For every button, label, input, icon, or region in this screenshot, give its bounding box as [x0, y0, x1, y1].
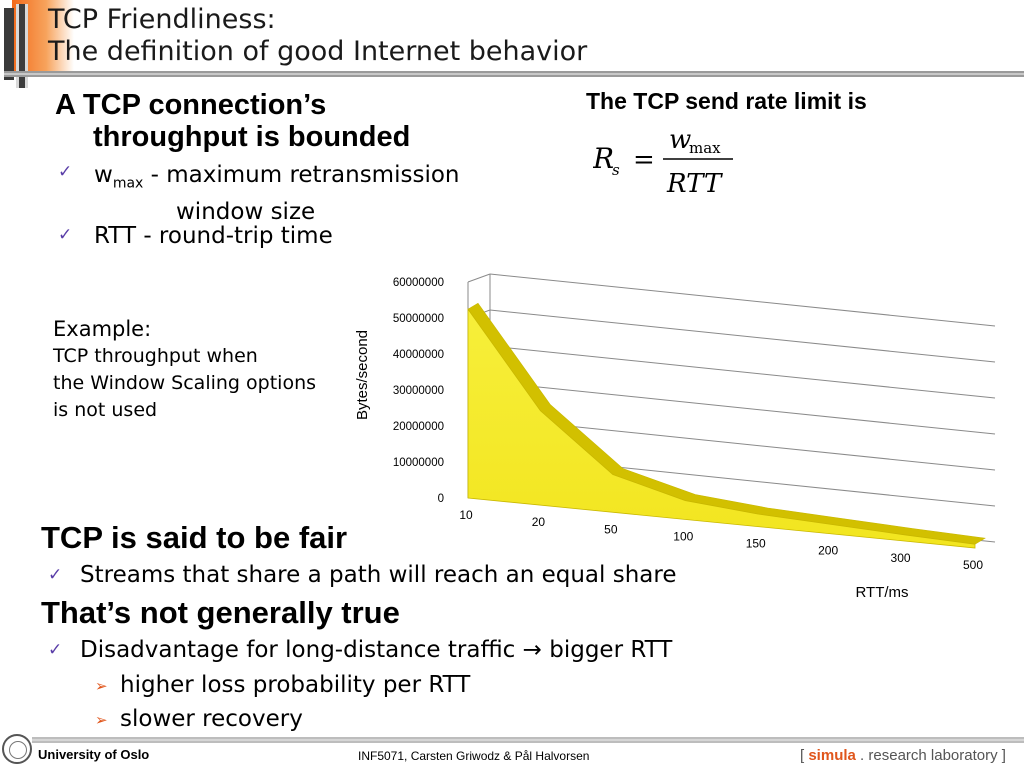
simula-name: simula	[808, 747, 856, 764]
throughput-heading-line1: A TCP connection’s	[55, 89, 327, 121]
y-tick-label: 20000000	[393, 421, 444, 433]
slide-title-line1: TCP Friendliness:	[48, 4, 276, 35]
simula-bracket-close: ]	[1001, 747, 1006, 764]
simula-dot: .	[860, 747, 865, 764]
fair-bullet: Streams that share a path will reach an …	[80, 562, 677, 588]
x-tick-label: 500	[963, 558, 983, 572]
wmax-var: w	[94, 162, 113, 188]
footer-rule-highlight	[32, 739, 1024, 741]
example-line1: TCP throughput when	[53, 345, 258, 367]
formula-numerator: w	[669, 126, 691, 155]
x-tick-label: 10	[459, 508, 473, 522]
fair-heading: TCP is said to be fair	[41, 520, 348, 555]
rate-limit-label: The TCP send rate limit is	[586, 88, 867, 114]
throughput-chart: 0 10000000 20000000 30000000 40000000 5000000…	[354, 273, 996, 601]
formula-lhs-sub: s	[612, 161, 620, 179]
x-axis-title: RTT/ms	[855, 584, 908, 601]
x-tick-label: 150	[746, 537, 766, 551]
check-icon: ✓	[48, 565, 63, 585]
y-tick-label: 10000000	[393, 457, 444, 469]
formula-numerator-sub: max	[689, 139, 721, 157]
gridline-side	[467, 273, 491, 283]
slide-title: TCP Friendliness: The definition of good…	[48, 4, 587, 68]
simula-rest: research laboratory	[868, 747, 998, 764]
x-tick-label: 20	[532, 515, 546, 529]
bullet-wmax: wmax - maximum retransmission window siz…	[94, 161, 524, 226]
slide-title-line2: The definition of good Internet behavior	[48, 36, 588, 67]
header-bar-dark	[4, 8, 14, 80]
rate-formula: R s = w max RTT	[593, 126, 733, 198]
wmax-desc-line2: window size	[176, 198, 316, 225]
example-title: Example:	[53, 317, 152, 341]
course-credit: INF5071, Carsten Griwodz & Pål Halvorsen	[358, 749, 590, 763]
example-line2: the Window Scaling options	[53, 372, 317, 394]
y-tick-label: 40000000	[393, 349, 444, 361]
y-tick-label: 30000000	[393, 385, 444, 397]
triangle-bullet-icon: ➢	[95, 677, 108, 695]
x-tick-label: 50	[604, 522, 618, 536]
x-tick-label: 300	[891, 551, 911, 565]
sub-bullet-loss: higher loss probability per RTT	[120, 672, 471, 698]
area-series	[467, 308, 976, 549]
not-true-bullet-tail: bigger RTT	[549, 637, 673, 663]
y-tick-label: 50000000	[393, 313, 444, 325]
wmax-desc-line1: - maximum retransmission	[143, 162, 460, 188]
simula-logo: [ simula . research laboratory ]	[800, 747, 1006, 764]
example-block: Example: TCP throughput when the Window …	[53, 316, 316, 424]
not-true-bullet: Disadvantage for long-distance traffic →…	[80, 636, 672, 664]
gridline	[489, 381, 996, 435]
formula-lhs: R	[593, 142, 614, 175]
gridline	[489, 273, 996, 327]
uio-seal-icon	[2, 734, 32, 764]
check-icon: ✓	[58, 162, 73, 182]
formula-denominator: RTT	[666, 169, 723, 198]
triangle-bullet-icon: ➢	[95, 711, 108, 729]
check-icon: ✓	[58, 225, 73, 245]
formula-equals: =	[633, 145, 655, 175]
not-true-heading: That’s not generally true	[41, 595, 400, 630]
header-bar-center	[19, 4, 25, 88]
university-name: University of Oslo	[38, 747, 150, 762]
simula-bracket-open: [	[800, 747, 805, 764]
gridline	[489, 345, 996, 399]
wmax-sub: max	[112, 175, 144, 192]
gridline	[489, 309, 996, 363]
y-tick-label: 60000000	[393, 277, 444, 289]
y-axis-title: Bytes/second	[354, 330, 371, 420]
arrow-right-icon: →	[522, 637, 542, 663]
x-tick-label: 200	[818, 544, 838, 558]
sub-bullet-recovery: slower recovery	[120, 706, 303, 732]
example-line3: is not used	[53, 399, 158, 421]
y-tick-label: 0	[438, 493, 444, 505]
check-icon: ✓	[48, 640, 63, 660]
header-rule-highlight	[4, 73, 1024, 75]
not-true-bullet-text: Disadvantage for long-distance traffic	[80, 637, 516, 663]
bullet-rtt: RTT - round-trip time	[94, 223, 333, 249]
x-tick-label: 100	[673, 529, 693, 543]
throughput-heading-line2: throughput is bounded	[93, 121, 411, 153]
throughput-heading: A TCP connection’s throughput is bounded	[55, 89, 535, 153]
